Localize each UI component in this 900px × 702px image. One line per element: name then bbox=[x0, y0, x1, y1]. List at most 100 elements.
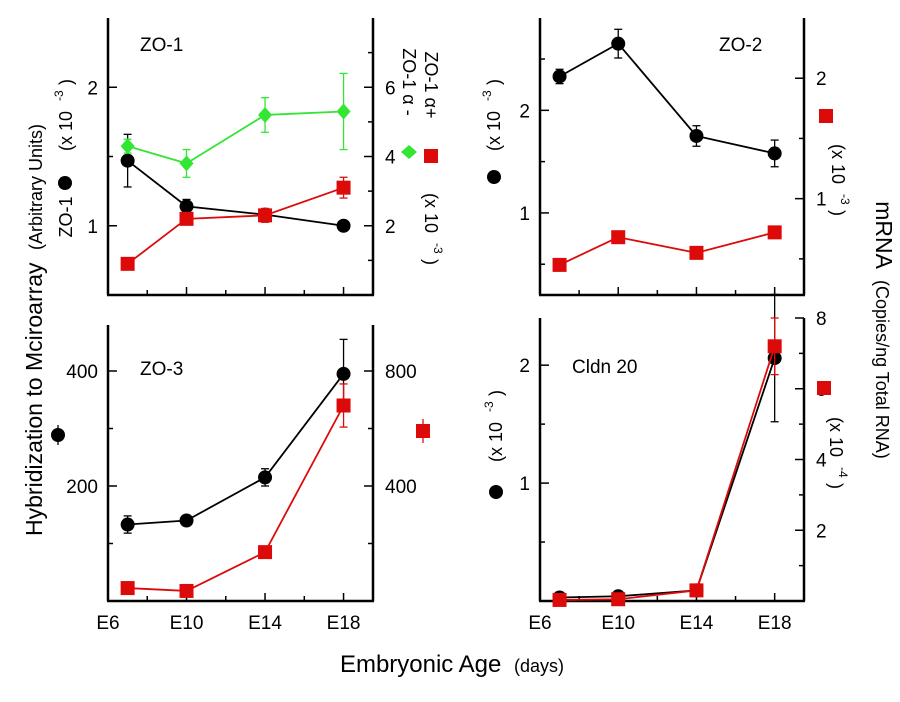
right-tick-label: 4 bbox=[385, 148, 396, 169]
left-label-sub: (Arbitrary Units) bbox=[26, 124, 46, 250]
left-axis-exp: -3 bbox=[480, 90, 494, 101]
bottom-label: Embryonic Age (days) bbox=[340, 651, 564, 678]
panel-zo2: 1 2 1 2 ZO-2 (x 10 -3) (x 10 -3) bbox=[480, 18, 852, 297]
data-point bbox=[179, 211, 194, 226]
right-tick-label: 400 bbox=[385, 477, 417, 498]
right-axis-exp: -3 bbox=[838, 194, 852, 205]
data-point bbox=[336, 218, 351, 233]
right-axis-close: ) bbox=[828, 210, 848, 216]
right-axis-close: ) bbox=[826, 483, 846, 489]
data-point bbox=[767, 225, 782, 240]
left-axis-unit: (x 10 bbox=[486, 422, 506, 462]
left-label-main: Hybridization to Mciroarray bbox=[21, 262, 47, 536]
right-label-main: mRNA bbox=[871, 201, 897, 269]
panel-cldn20: 122468E6E10E14E18Cldn 20(x 10-3)(x 10-4) bbox=[482, 293, 850, 634]
data-point bbox=[179, 583, 194, 598]
right-axis-unit: (x 10 bbox=[826, 417, 846, 457]
data-point bbox=[336, 366, 351, 381]
right-axis-series-plus: ZO-1 α+ bbox=[421, 52, 441, 119]
x-tick-label: E10 bbox=[601, 613, 635, 634]
left-tick-label: 2 bbox=[519, 356, 530, 377]
left-tick-label: 2 bbox=[519, 101, 530, 122]
right-tick-label: 8 bbox=[816, 309, 827, 330]
left-axis-exp: -3 bbox=[482, 401, 496, 412]
data-point bbox=[258, 545, 273, 560]
right-axis-unit-group: (x 10 -3) bbox=[421, 193, 445, 265]
left-axis-close: ) bbox=[486, 390, 506, 396]
left-axis-legend: (x 10 -3) bbox=[482, 390, 506, 499]
data-point bbox=[767, 339, 782, 354]
data-point bbox=[120, 256, 135, 271]
right-axis-series-minus: ZO-1 α - bbox=[399, 48, 419, 115]
right-tick-label: 6 bbox=[385, 78, 396, 99]
data-point bbox=[552, 592, 567, 607]
x-tick-label: E14 bbox=[248, 613, 282, 634]
right-axis-marker bbox=[817, 381, 831, 395]
data-point bbox=[258, 208, 273, 223]
left-tick-label: 400 bbox=[66, 362, 98, 383]
data-point bbox=[336, 103, 351, 120]
right-label-sub: (Copies/ng Total RNA) bbox=[872, 280, 892, 459]
data-point bbox=[336, 398, 351, 413]
left-axis-close: ) bbox=[56, 79, 76, 85]
panel-title: ZO-3 bbox=[140, 359, 183, 380]
data-point bbox=[611, 230, 626, 245]
bottom-label-sub: (days) bbox=[514, 656, 564, 676]
right-axis-marker bbox=[819, 109, 833, 123]
series-line bbox=[559, 357, 776, 599]
data-point bbox=[179, 155, 194, 172]
series-line bbox=[127, 405, 345, 592]
series-line bbox=[127, 186, 344, 265]
right-tick-label: 4 bbox=[816, 451, 827, 472]
data-point bbox=[689, 128, 704, 143]
data-point bbox=[258, 106, 273, 123]
right-tick-label: 1 bbox=[816, 190, 827, 211]
left-tick-label: 200 bbox=[66, 477, 98, 498]
bottom-label-main: Embryonic Age bbox=[340, 651, 501, 678]
right-axis-legend-plus: ZO-1 α+ bbox=[421, 52, 441, 163]
right-axis-legend: (x 10 -4) bbox=[817, 381, 850, 489]
series-line bbox=[559, 346, 776, 601]
data-point bbox=[552, 257, 567, 272]
x-tick-label: E6 bbox=[96, 613, 119, 634]
data-point bbox=[611, 36, 626, 51]
right-axis-unit: (x 10 bbox=[421, 193, 441, 233]
left-label: Hybridization to Mciroarray (Arbitrary U… bbox=[21, 124, 47, 536]
series-line bbox=[559, 231, 775, 266]
x-tick-label: E18 bbox=[758, 613, 792, 634]
data-point bbox=[611, 592, 626, 607]
left-axis-marker bbox=[487, 170, 501, 184]
right-axis-exp: -4 bbox=[836, 467, 850, 478]
right-axis-legend: (x 10 -3) bbox=[819, 109, 852, 216]
panel-title: ZO-2 bbox=[719, 35, 762, 56]
data-point bbox=[179, 513, 194, 528]
left-axis-legend: (x 10 -3) bbox=[480, 79, 504, 184]
right-tick-label: 2 bbox=[816, 69, 827, 90]
right-axis-marker-minus bbox=[401, 145, 417, 159]
right-tick-label: 2 bbox=[385, 217, 396, 238]
series-line bbox=[127, 159, 344, 227]
right-axis-unit: (x 10 bbox=[828, 144, 848, 184]
left-axis-unit: (x 10 bbox=[484, 111, 504, 151]
data-point bbox=[689, 245, 704, 260]
data-point bbox=[258, 470, 273, 485]
panel-title: Cldn 20 bbox=[572, 357, 638, 378]
left-tick-label: 1 bbox=[87, 217, 98, 238]
x-tick-label: E14 bbox=[680, 613, 714, 634]
x-tick-label: E18 bbox=[327, 613, 361, 634]
series-line bbox=[127, 110, 344, 165]
left-tick-label: 2 bbox=[87, 78, 98, 99]
left-axis-close: ) bbox=[484, 79, 504, 85]
data-point bbox=[179, 199, 194, 214]
data-point bbox=[767, 146, 782, 161]
right-label: mRNA (Copies/ng Total RNA) bbox=[871, 201, 897, 459]
left-axis-marker bbox=[489, 485, 503, 499]
right-axis-legend-minus: ZO-1 α - bbox=[399, 48, 419, 159]
x-tick-label: E6 bbox=[528, 613, 551, 634]
left-tick-label: 1 bbox=[519, 474, 530, 495]
series-line bbox=[127, 373, 345, 526]
left-axis-legend: ZO-1 (x 10 -3) bbox=[52, 79, 76, 238]
right-tick-label: 800 bbox=[385, 362, 417, 383]
left-tick-label: 1 bbox=[519, 204, 530, 225]
